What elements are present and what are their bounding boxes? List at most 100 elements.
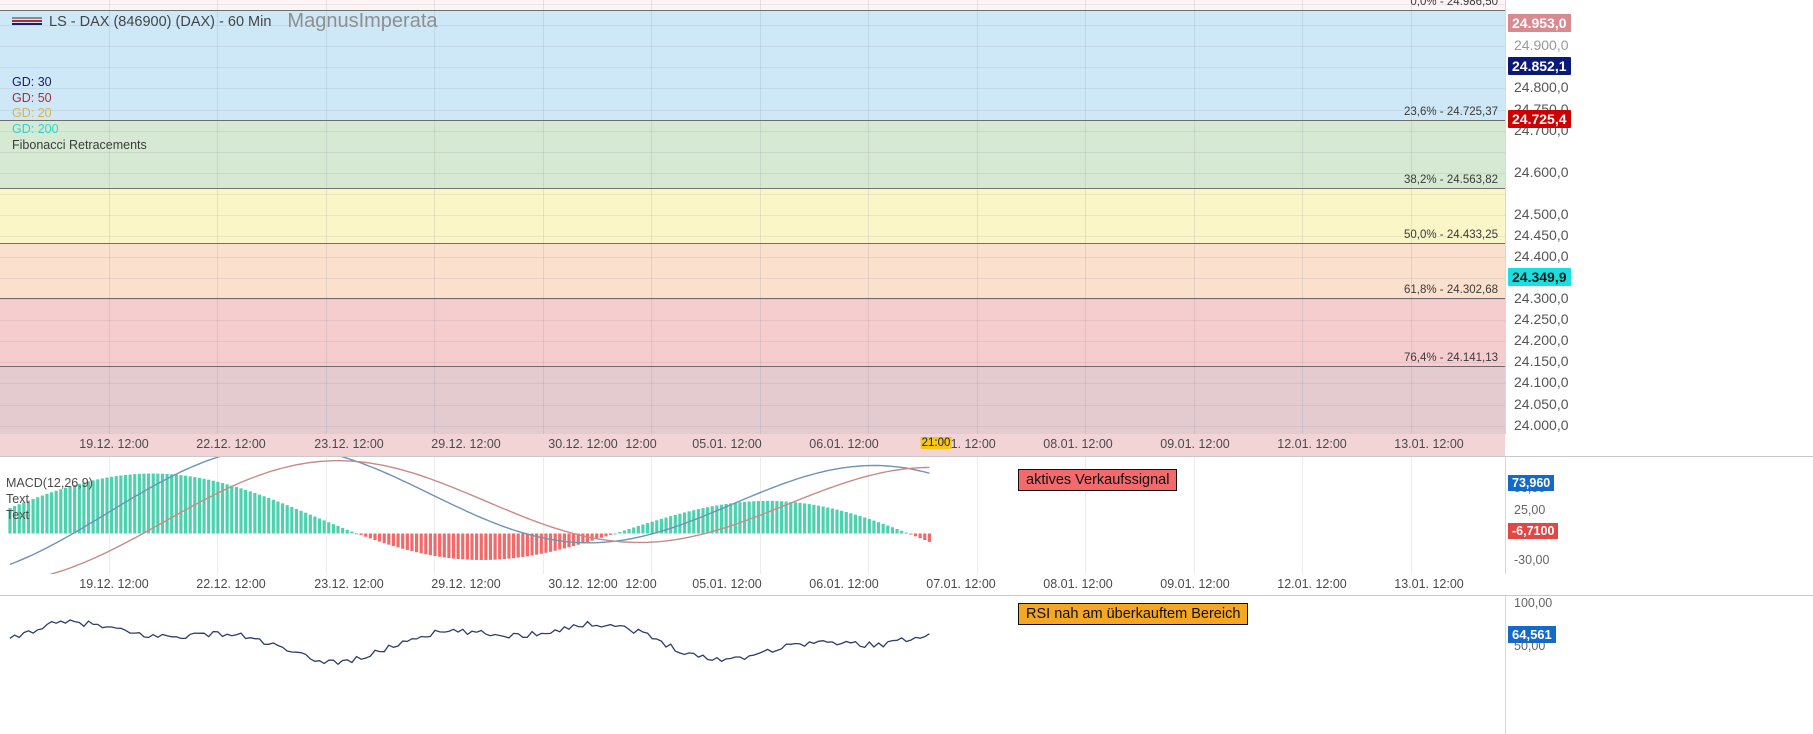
- price-axis[interactable]: 24.800,0 24.750,0 24.700,0 24.600,0 24.500,0…: [1505, 0, 1813, 434]
- macd-line: [9, 457, 930, 566]
- grid-line-h: [0, 46, 1505, 48]
- grid-line-v: [109, 0, 110, 434]
- fib-band-61.8: [0, 298, 1505, 367]
- rsi-value-tag[interactable]: 64,561: [1508, 625, 1556, 643]
- date-tick-label: 30.12. 12:00: [548, 437, 618, 451]
- date-tick-label: 22.12. 12:00: [196, 577, 266, 591]
- macd-value-tag[interactable]: 73,960: [1508, 475, 1555, 491]
- price-plot-area[interactable]: 0,0% - 24.986,50 23,6% - 24.725,37 38,2% -…: [0, 0, 1505, 434]
- date-tick-label: 13.01. 12:00: [1394, 577, 1464, 591]
- price-tick-label: 24.600,0: [1514, 163, 1569, 180]
- date-tick-label: 08.01. 12:00: [1043, 577, 1113, 591]
- grid-line-v: [760, 457, 761, 574]
- macd-signal-line: [49, 460, 930, 574]
- macd-value-tag[interactable]: -6,7100: [1508, 522, 1559, 539]
- price-tag[interactable]: 24.725,4: [1508, 109, 1571, 128]
- fib-band-23.6: [0, 119, 1505, 188]
- macd-plot-area[interactable]: MACD(12,26,9) Text Text aktives Verkaufs…: [0, 457, 1505, 574]
- crosshair-time-label: 21:00: [920, 437, 952, 449]
- rsi-plot-area[interactable]: RSI nah am überkauftem Bereich: [0, 596, 1505, 734]
- grid-line-h: [0, 299, 1505, 301]
- grid-line-h: [0, 383, 1505, 385]
- annotation-sell-signal[interactable]: aktives Verkaufssignal: [1018, 469, 1178, 491]
- date-tick-label: 30.12. 12:00: [548, 577, 618, 591]
- macd-date-axis[interactable]: 19.12. 12:00 22.12. 12:00 23.12. 12:00 29.1…: [0, 574, 1505, 596]
- grid-line-v: [1085, 0, 1086, 434]
- grid-line-v: [977, 0, 978, 434]
- date-tick-label: 23.12. 12:00: [314, 437, 384, 451]
- date-tick-label: 23.12. 12:00: [314, 577, 384, 591]
- grid-line-h: [0, 88, 1505, 90]
- grid-line-h: [0, 320, 1505, 322]
- macd-tick-label: 25,00: [1514, 503, 1546, 517]
- grid-line-v: [109, 457, 110, 574]
- grid-line-h: [0, 404, 1505, 406]
- grid-line-h: [0, 214, 1505, 216]
- macd-title: MACD(12,26,9): [6, 476, 93, 490]
- price-tag[interactable]: 24.953,0: [1508, 14, 1571, 33]
- price-tick-label: 24.050,0: [1514, 395, 1569, 412]
- grid-line-v: [326, 0, 327, 434]
- date-tick-label: 05.01. 12:00: [692, 577, 762, 591]
- annotation-rsi-overbought[interactable]: RSI nah am überkauftem Bereich: [1018, 603, 1249, 625]
- legend-item-gd-30: GD: 30: [12, 75, 52, 89]
- grid-line-v: [1411, 0, 1412, 434]
- price-tick-label: 24.000,0: [1514, 416, 1569, 433]
- grid-line-v: [1194, 0, 1195, 434]
- grid-line-v: [543, 0, 544, 434]
- grid-line-v: [760, 0, 761, 434]
- fib-label-0: 0,0% - 24.986,50: [1410, 0, 1498, 8]
- rsi-series-svg: [9, 619, 930, 666]
- chart-title: LS - DAX (846900) (DAX) - 60 Min: [49, 13, 272, 30]
- legend-line-swatch: [12, 17, 42, 26]
- price-tick-label: 24.100,0: [1514, 374, 1569, 391]
- date-tick-label: 08.01. 12:00: [1043, 437, 1113, 451]
- fib-label-50: 50,0% - 24.433,25: [1404, 229, 1498, 242]
- price-tick-label: 24.200,0: [1514, 332, 1569, 349]
- rsi-panel[interactable]: RSI nah am überkauftem Bereich 100,00 50,…: [0, 595, 1813, 734]
- fib-line-76.4: [0, 366, 1505, 368]
- date-axis[interactable]: 19.12. 12:00 22.12. 12:00 23.12. 12:00 29.1…: [0, 434, 1505, 456]
- grid-line-h: [0, 278, 1505, 280]
- macd-panel[interactable]: MACD(12,26,9) Text Text aktives Verkaufs…: [0, 456, 1813, 596]
- legend-item-gd-200: GD: 200: [12, 121, 59, 136]
- price-tick-label: 24.150,0: [1514, 353, 1569, 370]
- date-tick-label: 12.01. 12:00: [1277, 437, 1347, 451]
- grid-line-v: [651, 0, 652, 434]
- grid-line-h: [0, 109, 1505, 111]
- grid-line-h: [0, 193, 1505, 195]
- fib-label-23.6: 23,6% - 24.725,37: [1404, 105, 1498, 118]
- grid-line-h: [0, 67, 1505, 69]
- watermark: MagnusImperata: [287, 10, 438, 32]
- grid-line-h: [0, 257, 1505, 259]
- price-tag[interactable]: 24.852,1: [1508, 56, 1571, 75]
- grid-line-v: [1302, 457, 1303, 574]
- fib-band-0: [0, 9, 1505, 120]
- grid-line-h: [0, 25, 1505, 27]
- rsi-tick-label: 50,00: [1514, 639, 1546, 654]
- fib-band-bottom: [0, 366, 1505, 434]
- grid-line-h: [0, 235, 1505, 237]
- date-tick-label: 29.12. 12:00: [431, 437, 501, 451]
- date-tick-label: 12:00: [625, 577, 657, 591]
- date-tick-label: 09.01. 12:00: [1160, 577, 1230, 591]
- grid-line-v: [1085, 457, 1086, 574]
- fib-label-61.8: 61,8% - 24.302,68: [1404, 284, 1498, 297]
- fib-line-50: [0, 243, 1505, 245]
- grid-line-h: [0, 151, 1505, 153]
- price-tag[interactable]: 24.349,9: [1508, 268, 1571, 287]
- grid-line-v: [868, 457, 869, 574]
- grid-line-v: [543, 457, 544, 574]
- date-tick-label: 29.12. 12:00: [431, 577, 501, 591]
- price-tick-label: 24.450,0: [1514, 226, 1569, 243]
- grid-line-h: [0, 341, 1505, 343]
- price-panel[interactable]: 0,0% - 24.986,50 23,6% - 24.725,37 38,2% -…: [0, 0, 1813, 456]
- grid-line-h: [0, 130, 1505, 132]
- fib-line-23.6: [0, 119, 1505, 121]
- grid-line-v: [434, 457, 435, 574]
- date-tick-label: 22.12. 12:00: [196, 437, 266, 451]
- date-tick-label: 19.12. 12:00: [79, 437, 149, 451]
- grid-line-h: [0, 425, 1505, 427]
- rsi-axis[interactable]: 100,00 50,00 64,561: [1505, 596, 1813, 734]
